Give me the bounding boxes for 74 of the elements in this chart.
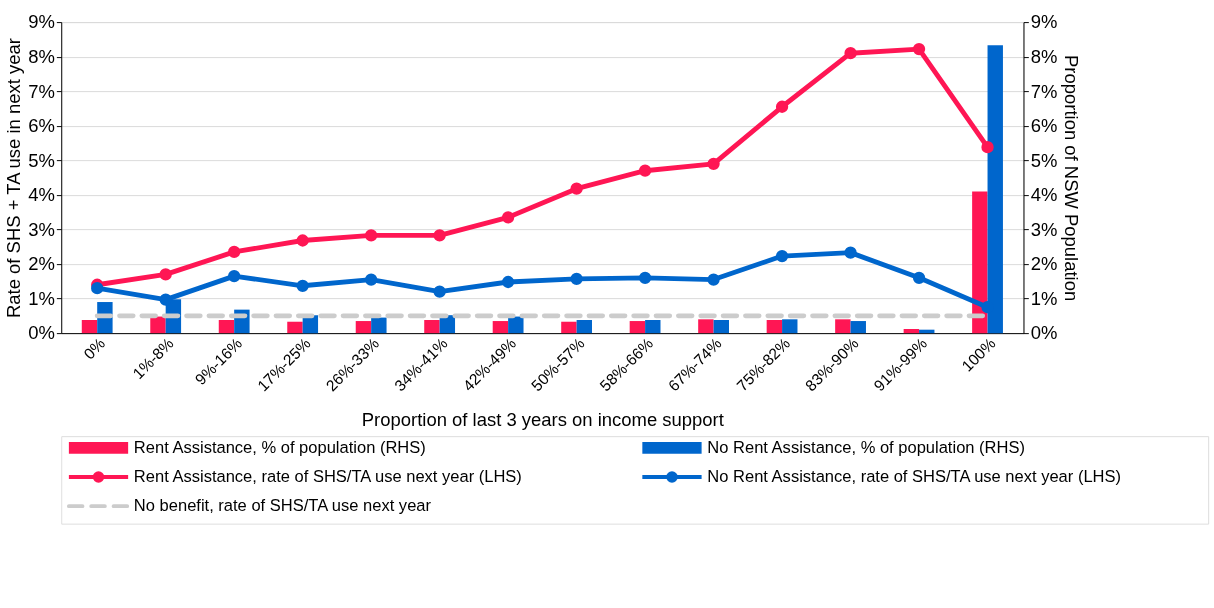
y-tick-label: 3% bbox=[28, 218, 55, 240]
bar bbox=[766, 320, 783, 334]
y2-tick-label: 9% bbox=[1030, 11, 1058, 33]
bar bbox=[492, 321, 509, 334]
bar bbox=[508, 316, 524, 334]
bar bbox=[645, 320, 661, 334]
bar bbox=[81, 320, 98, 334]
point bbox=[159, 293, 172, 306]
point bbox=[912, 271, 926, 284]
point bbox=[91, 282, 104, 295]
bar bbox=[782, 319, 798, 334]
x-tick-label: 0% bbox=[80, 334, 109, 363]
bar bbox=[150, 316, 166, 334]
point bbox=[296, 279, 309, 292]
point bbox=[433, 229, 446, 242]
bar bbox=[424, 320, 440, 334]
legend-label: Rent Assistance, rate of SHS/TA use next year (LHS) bbox=[133, 466, 522, 486]
y-tick-label: 9% bbox=[28, 11, 55, 33]
point bbox=[638, 271, 652, 284]
point bbox=[707, 273, 720, 286]
point bbox=[501, 275, 515, 289]
point bbox=[844, 246, 857, 259]
point bbox=[707, 157, 720, 170]
y2-tick-label: 5% bbox=[1030, 149, 1058, 171]
bar bbox=[972, 191, 988, 334]
y-tick-label: 8% bbox=[28, 45, 55, 67]
bar bbox=[287, 321, 303, 334]
bar bbox=[903, 328, 920, 334]
y2-tick-label: 3% bbox=[1030, 218, 1058, 240]
bar bbox=[835, 319, 851, 334]
legend-label: Rent Assistance, % of population (RHS) bbox=[133, 437, 426, 457]
bar bbox=[850, 321, 866, 334]
bar bbox=[629, 321, 646, 334]
point bbox=[433, 285, 446, 298]
point bbox=[570, 272, 583, 286]
point bbox=[570, 182, 583, 195]
y-tick-label: 4% bbox=[28, 184, 55, 206]
point bbox=[228, 269, 241, 283]
y2-tick-label: 2% bbox=[1030, 253, 1058, 275]
point bbox=[296, 234, 309, 247]
y2-axis-title: Proportion of NSW Population bbox=[1061, 55, 1083, 302]
bar bbox=[371, 317, 387, 334]
x-axis-title: Proportion of last 3 years on income support bbox=[361, 409, 724, 431]
legend-label: No benefit, rate of SHS/TA use next year bbox=[133, 496, 432, 516]
y-axis-title: Rate of SHS + TA use in next year bbox=[3, 38, 25, 319]
legend-label: No Rent Assistance, % of population (RHS) bbox=[707, 437, 1025, 457]
point bbox=[981, 141, 994, 154]
point bbox=[912, 42, 926, 56]
y2-tick-label: 6% bbox=[1030, 115, 1058, 137]
y2-tick-label: 1% bbox=[1030, 287, 1058, 309]
bar bbox=[561, 321, 577, 334]
y2-tick-label: 4% bbox=[1030, 184, 1058, 206]
point bbox=[775, 100, 789, 113]
bar bbox=[698, 319, 714, 334]
y-tick-label: 5% bbox=[28, 149, 55, 171]
bar bbox=[576, 320, 593, 334]
point bbox=[365, 229, 378, 242]
y-tick-label: 1% bbox=[28, 287, 55, 309]
point bbox=[501, 211, 515, 224]
y-tick-label: 2% bbox=[28, 253, 55, 275]
y-tick-label: 7% bbox=[28, 80, 55, 102]
point bbox=[365, 273, 378, 286]
point bbox=[228, 245, 241, 259]
point bbox=[638, 164, 652, 177]
bar bbox=[218, 320, 235, 334]
bar bbox=[355, 321, 372, 334]
point bbox=[844, 47, 857, 60]
y2-tick-label: 7% bbox=[1030, 80, 1058, 102]
legend-label: No Rent Assistance, rate of SHS/TA use next year (LHS) bbox=[707, 466, 1122, 486]
y-tick-label: 6% bbox=[28, 115, 55, 137]
point bbox=[775, 249, 789, 263]
bar bbox=[713, 320, 729, 334]
point bbox=[159, 268, 172, 281]
y2-tick-label: 8% bbox=[1030, 45, 1058, 67]
